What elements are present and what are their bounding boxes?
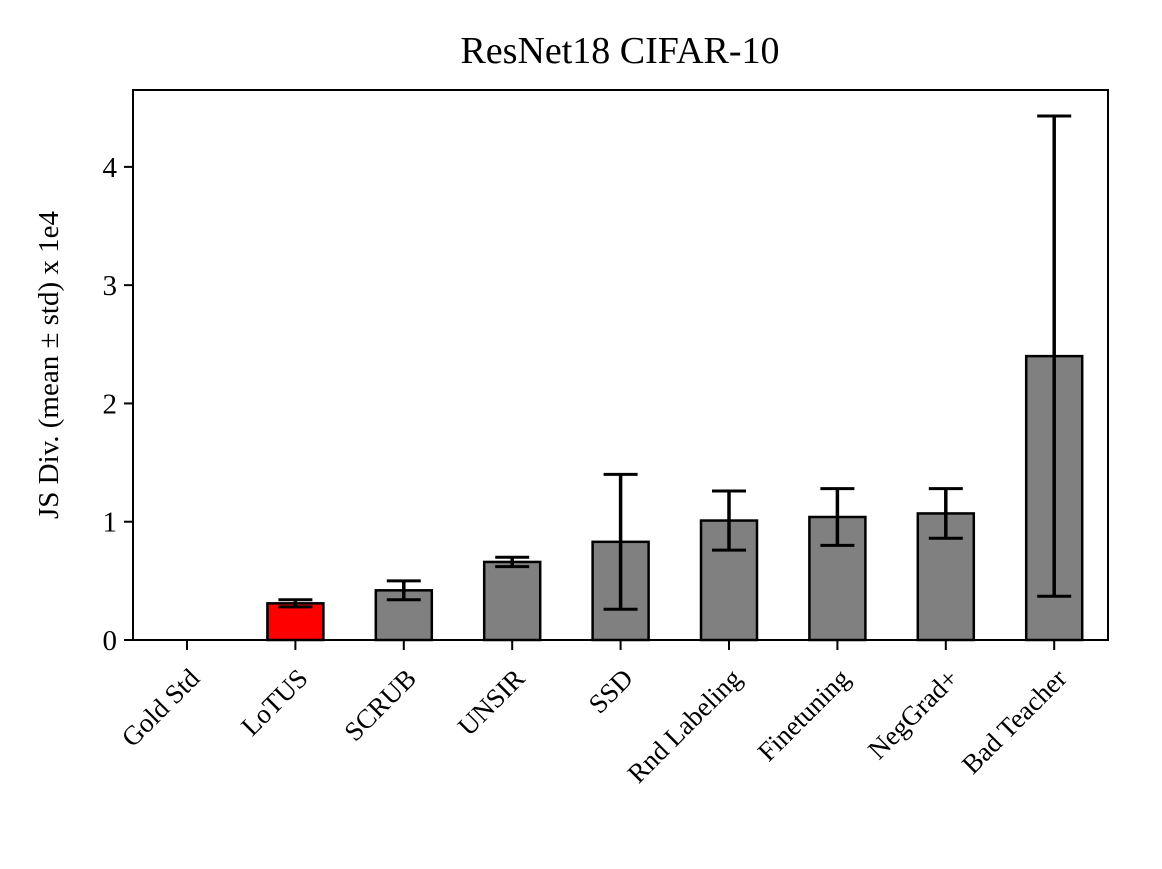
- bar-unsir: [482, 560, 542, 642]
- x-tick-label: Rnd Labeling: [622, 663, 748, 789]
- y-tick-label: 1: [103, 507, 118, 539]
- x-tick-label: LoTUS: [235, 663, 313, 741]
- x-tick-label: SSD: [583, 663, 639, 719]
- x-tick-label: Bad Teacher: [956, 663, 1073, 780]
- x-tick-label: NegGrad+: [862, 663, 964, 765]
- x-tick-label: SCRUB: [338, 663, 422, 747]
- x-tick-label: Finetuning: [752, 663, 856, 767]
- plot-frame: [132, 89, 1109, 641]
- x-tick-label: UNSIR: [452, 663, 530, 741]
- x-tick-label: Gold Std: [116, 663, 206, 753]
- y-tick-label: 3: [103, 270, 118, 302]
- y-tick-label: 0: [103, 625, 118, 657]
- y-axis-label: JS Div. (mean ± std) x 1e4: [33, 210, 65, 519]
- chart-title: ResNet18 CIFAR-10: [460, 30, 779, 72]
- bar-lotus: [266, 602, 325, 642]
- y-tick-label: 4: [103, 152, 118, 184]
- y-tick-label: 2: [103, 388, 118, 420]
